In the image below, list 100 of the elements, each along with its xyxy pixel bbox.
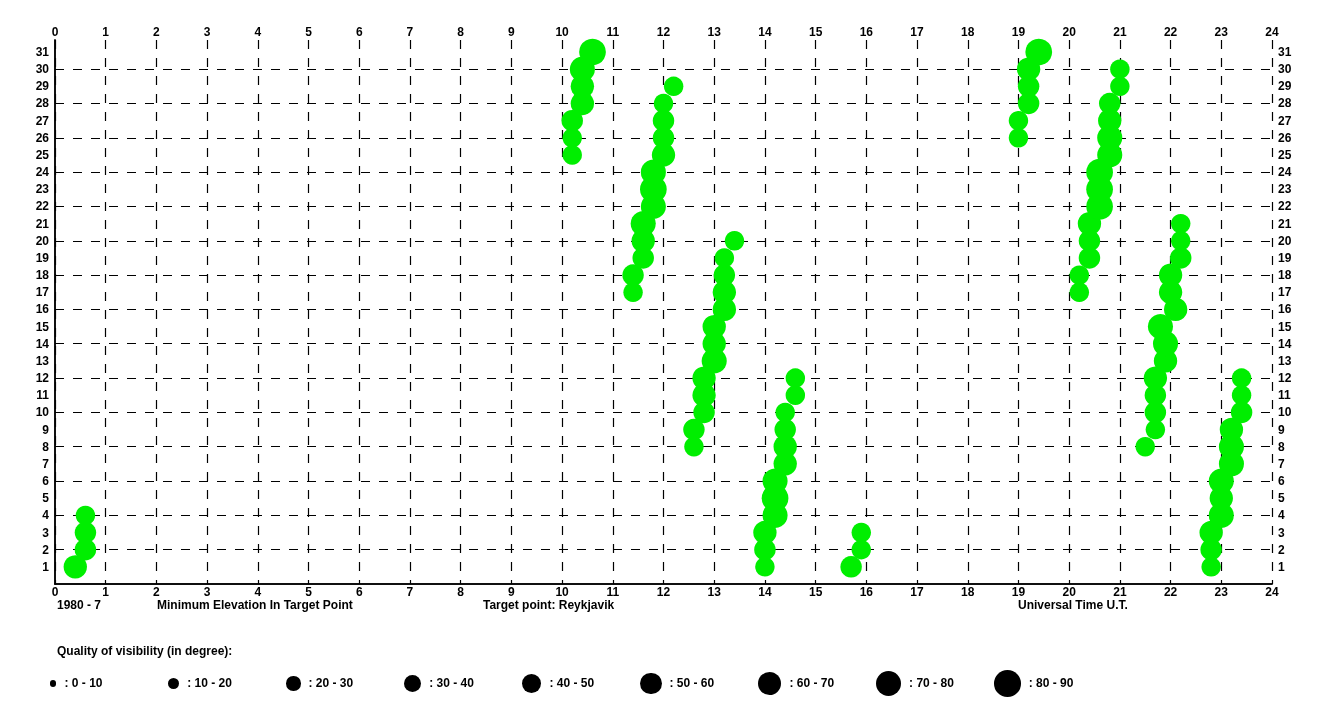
x-tick-label: 18 xyxy=(961,585,975,599)
x2-tick-label: 8 xyxy=(457,25,465,39)
y-tick-label: 28 xyxy=(35,96,50,111)
x2-tick-label: 12 xyxy=(656,25,671,39)
y2-tick-label: 24 xyxy=(1278,165,1292,180)
x2-tick-label: 7 xyxy=(406,25,414,39)
x-tick-label: 10 xyxy=(555,585,570,599)
x2-tick-label: 13 xyxy=(707,25,722,39)
legend-label: : 50 - 60 xyxy=(669,676,715,691)
y2-tick-label: 16 xyxy=(1278,302,1292,317)
x-tick-label: 23 xyxy=(1214,585,1229,599)
x-axis-title: Universal Time U.T. xyxy=(1018,598,1128,612)
x-tick-label: 22 xyxy=(1163,585,1178,599)
y-tick-label: 12 xyxy=(35,371,50,386)
x2-tick-label: 3 xyxy=(203,25,211,39)
x-tick-label: 5 xyxy=(305,585,313,599)
y2-tick-label: 15 xyxy=(1278,319,1292,334)
legend-label: : 10 - 20 xyxy=(187,676,232,691)
y-tick-label: 4 xyxy=(42,508,50,523)
y-tick-label: 5 xyxy=(42,491,50,506)
y2-tick-label: 8 xyxy=(1278,439,1285,454)
x-tick-label: 6 xyxy=(355,585,363,599)
x-tick-label: 4 xyxy=(254,585,262,599)
y-tick-label: 2 xyxy=(42,542,50,557)
x2-tick-label: 21 xyxy=(1113,25,1127,39)
x-tick-label: 16 xyxy=(859,585,874,599)
x2-tick-label: 17 xyxy=(910,25,925,39)
x-tick-label: 12 xyxy=(656,585,671,599)
y2-tick-label: 14 xyxy=(1278,336,1292,351)
y2-tick-label: 27 xyxy=(1278,113,1292,128)
y-tick-label: 20 xyxy=(35,233,50,248)
y-tick-label: 23 xyxy=(35,182,50,197)
y2-tick-label: 30 xyxy=(1278,62,1292,77)
x2-tick-label: 16 xyxy=(859,25,874,39)
y-tick-label: 16 xyxy=(35,302,50,317)
x2-tick-label: 5 xyxy=(305,25,313,39)
y-tick-label: 6 xyxy=(42,474,50,489)
x-tick-label: 24 xyxy=(1265,585,1279,599)
legend-label: : 80 - 90 xyxy=(1028,676,1074,691)
x-tick-label: 13 xyxy=(707,585,722,599)
x-tick-label: 2 xyxy=(153,585,161,599)
y2-tick-label: 26 xyxy=(1278,130,1292,145)
y2-tick-label: 28 xyxy=(1278,96,1292,111)
x-tick-label: 0 xyxy=(51,585,59,599)
y-tick-label: 8 xyxy=(42,439,50,454)
x-tick-label: 1 xyxy=(102,585,110,599)
y2-tick-label: 3 xyxy=(1278,525,1285,540)
y2-tick-label: 31 xyxy=(1278,45,1292,60)
legend-label: : 20 - 30 xyxy=(308,676,354,691)
x2-tick-label: 15 xyxy=(808,25,823,39)
x2-tick-label: 4 xyxy=(254,25,262,39)
y2-tick-label: 22 xyxy=(1278,199,1292,214)
x2-tick-label: 20 xyxy=(1062,25,1077,39)
text: 1980 - 7 xyxy=(57,598,102,612)
y-tick-label: 10 xyxy=(35,405,50,420)
x-tick-label: 9 xyxy=(508,585,516,599)
y-tick-label: 24 xyxy=(35,165,50,180)
y2-tick-label: 13 xyxy=(1278,353,1292,368)
y2-tick-label: 10 xyxy=(1278,405,1292,420)
y2-tick-label: 7 xyxy=(1278,456,1285,471)
y2-tick-label: 11 xyxy=(1278,388,1292,403)
x2-tick-label: 2 xyxy=(153,25,161,39)
text: Minimum Elevation In Target Point xyxy=(157,598,353,612)
legend-label: : 70 - 80 xyxy=(909,676,954,691)
y-tick-label: 27 xyxy=(35,113,50,128)
x-tick-label: 15 xyxy=(808,585,823,599)
y2-tick-label: 9 xyxy=(1278,422,1285,437)
x2-tick-label: 0 xyxy=(51,25,59,39)
x2-tick-label: 23 xyxy=(1214,25,1229,39)
y2-tick-label: 19 xyxy=(1278,250,1292,265)
x-tick-label: 3 xyxy=(203,585,211,599)
y2-tick-label: 20 xyxy=(1278,233,1292,248)
legend-label: : 30 - 40 xyxy=(429,676,474,691)
y-tick-label: 11 xyxy=(36,388,50,403)
x-tick-label: 20 xyxy=(1062,585,1077,599)
y2-tick-label: 5 xyxy=(1278,491,1285,506)
y-tick-label: 3 xyxy=(42,525,50,540)
y-tick-label: 13 xyxy=(35,353,50,368)
y-tick-label: 26 xyxy=(35,130,50,145)
x2-tick-label: 10 xyxy=(555,25,570,39)
y-tick-label: 22 xyxy=(35,199,50,214)
y-tick-label: 29 xyxy=(35,79,50,94)
x2-tick-label: 14 xyxy=(758,25,772,39)
y2-tick-label: 25 xyxy=(1278,147,1292,162)
y-tick-label: 15 xyxy=(35,319,50,334)
y-tick-label: 1 xyxy=(42,559,50,574)
x-tick-label: 17 xyxy=(910,585,925,599)
x2-tick-label: 11 xyxy=(606,25,620,39)
legend-label: : 60 - 70 xyxy=(789,676,835,691)
legend-title: Quality of visibility (in degree): xyxy=(57,644,233,658)
legend-label: : 0 - 10 xyxy=(64,676,103,691)
text: Target point: Reykjavik xyxy=(483,598,615,612)
y2-tick-label: 21 xyxy=(1278,216,1292,231)
y-tick-label: 31 xyxy=(35,45,50,60)
x-tick-label: 8 xyxy=(457,585,465,599)
x2-tick-label: 18 xyxy=(961,25,975,39)
x2-tick-label: 19 xyxy=(1011,25,1026,39)
y2-tick-label: 12 xyxy=(1278,371,1292,386)
x-tick-label: 14 xyxy=(758,585,772,599)
x-tick-label: 11 xyxy=(606,585,620,599)
